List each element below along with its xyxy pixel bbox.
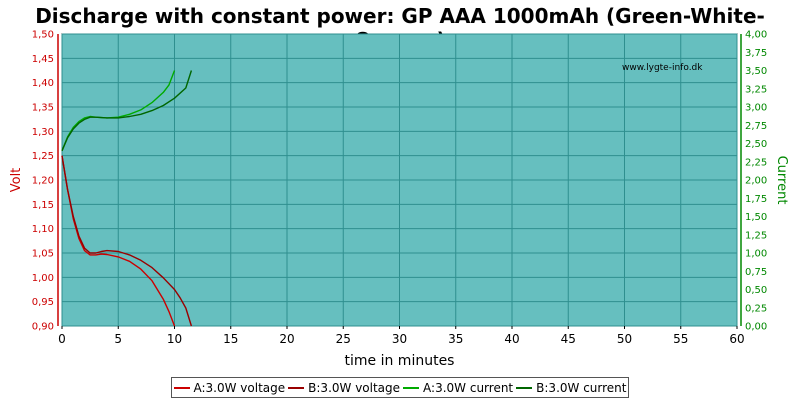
legend-swatch <box>403 386 420 389</box>
y-tick-label-left: 0,95 <box>32 297 54 308</box>
y-tick-label-right: 2,00 <box>745 176 767 187</box>
x-tick-label: 20 <box>279 332 294 346</box>
y-tick-label-right: 2,75 <box>745 121 767 132</box>
y-axis-label-left: Volt <box>9 168 24 193</box>
right-axis: 0,00 0,25 0,50 0,75 1,00 1,25 1,50 1,75 2,00 2,25… <box>740 30 767 333</box>
y-tick-label-left: 1,40 <box>32 78 54 89</box>
y-tick-label-left: 0,90 <box>32 322 54 333</box>
legend-label: A:3.0W current <box>423 380 514 395</box>
y-tick-label-right: 0,00 <box>745 322 767 333</box>
x-tick-label: 35 <box>448 332 463 346</box>
x-tick-label: 45 <box>561 332 576 346</box>
x-tick-label: 15 <box>223 332 238 346</box>
legend: A:3.0W voltage B:3.0W voltage A:3.0W curre… <box>171 377 629 398</box>
series-line-2 <box>61 155 193 327</box>
x-tick-label: 50 <box>617 332 632 346</box>
x-tick-label: 5 <box>114 332 122 346</box>
x-tick-label: 30 <box>392 332 407 346</box>
y-axis-label-right: Current <box>774 156 789 205</box>
y-tick-label-right: 3,25 <box>745 84 767 95</box>
x-tick-label: 25 <box>336 332 351 346</box>
grid <box>61 33 738 327</box>
y-tick-label-left: 1,30 <box>32 127 54 138</box>
y-tick-label-right: 1,75 <box>745 194 767 205</box>
legend-item: B:3.0W voltage <box>288 381 400 395</box>
y-tick-label-left: 1,05 <box>32 249 54 260</box>
y-tick-label-left: 1,50 <box>32 30 54 41</box>
watermark: www.lygte-info.dk <box>622 63 703 73</box>
y-tick-label-left: 1,10 <box>32 224 54 235</box>
y-tick-label-left: 1,00 <box>32 273 54 284</box>
x-tick-label: 10 <box>167 332 182 346</box>
legend-swatch <box>288 386 305 389</box>
legend-swatch <box>516 386 533 389</box>
y-tick-label-right: 0,75 <box>745 267 767 278</box>
x-tick-label: 55 <box>673 332 688 346</box>
x-tick-label: 60 <box>729 332 744 346</box>
legend-item: A:3.0W current <box>403 381 513 395</box>
legend-label: B:3.0W voltage <box>308 380 401 395</box>
y-tick-label-right: 4,00 <box>745 30 767 41</box>
y-tick-label-right: 2,50 <box>745 139 767 150</box>
legend-item: B:3.0W current <box>516 381 626 395</box>
x-tick-label: 0 <box>58 332 66 346</box>
legend-item: A:3.0W voltage <box>173 380 286 395</box>
y-tick-label-right: 2,25 <box>745 157 767 168</box>
x-tick-label: 40 <box>504 332 519 346</box>
series-line-4 <box>61 70 193 152</box>
y-tick-label-right: 0,50 <box>745 285 767 296</box>
y-tick-label-left: 1,15 <box>32 200 54 211</box>
y-tick-label-right: 1,50 <box>745 212 767 223</box>
y-tick-label-left: 1,20 <box>32 176 54 187</box>
left-axis: 0,90 0,95 1,00 1,05 1,10 1,15 1,20 1,25 1,30 1,35… <box>32 30 59 333</box>
y-tick-label-right: 3,75 <box>745 48 767 59</box>
y-tick-label-left: 1,25 <box>32 151 54 162</box>
y-tick-label-right: 1,25 <box>745 230 767 241</box>
y-tick-label-right: 0,25 <box>745 303 767 314</box>
legend-swatch <box>173 386 190 389</box>
legend-label: A:3.0W voltage <box>193 380 286 395</box>
y-tick-label-left: 1,35 <box>32 103 54 114</box>
y-tick-label-right: 3,00 <box>745 103 767 114</box>
legend-label: B:3.0W current <box>536 380 627 395</box>
series-layer <box>61 70 193 327</box>
y-tick-label-right: 1,00 <box>745 249 767 260</box>
x-axis-label: time in minutes <box>345 353 455 369</box>
y-tick-label-left: 1,45 <box>32 54 54 65</box>
y-tick-label-right: 3,50 <box>745 66 767 77</box>
x-axis: 0 5 10 15 20 25 30 35 40 45 50 55 60 <box>58 326 745 346</box>
